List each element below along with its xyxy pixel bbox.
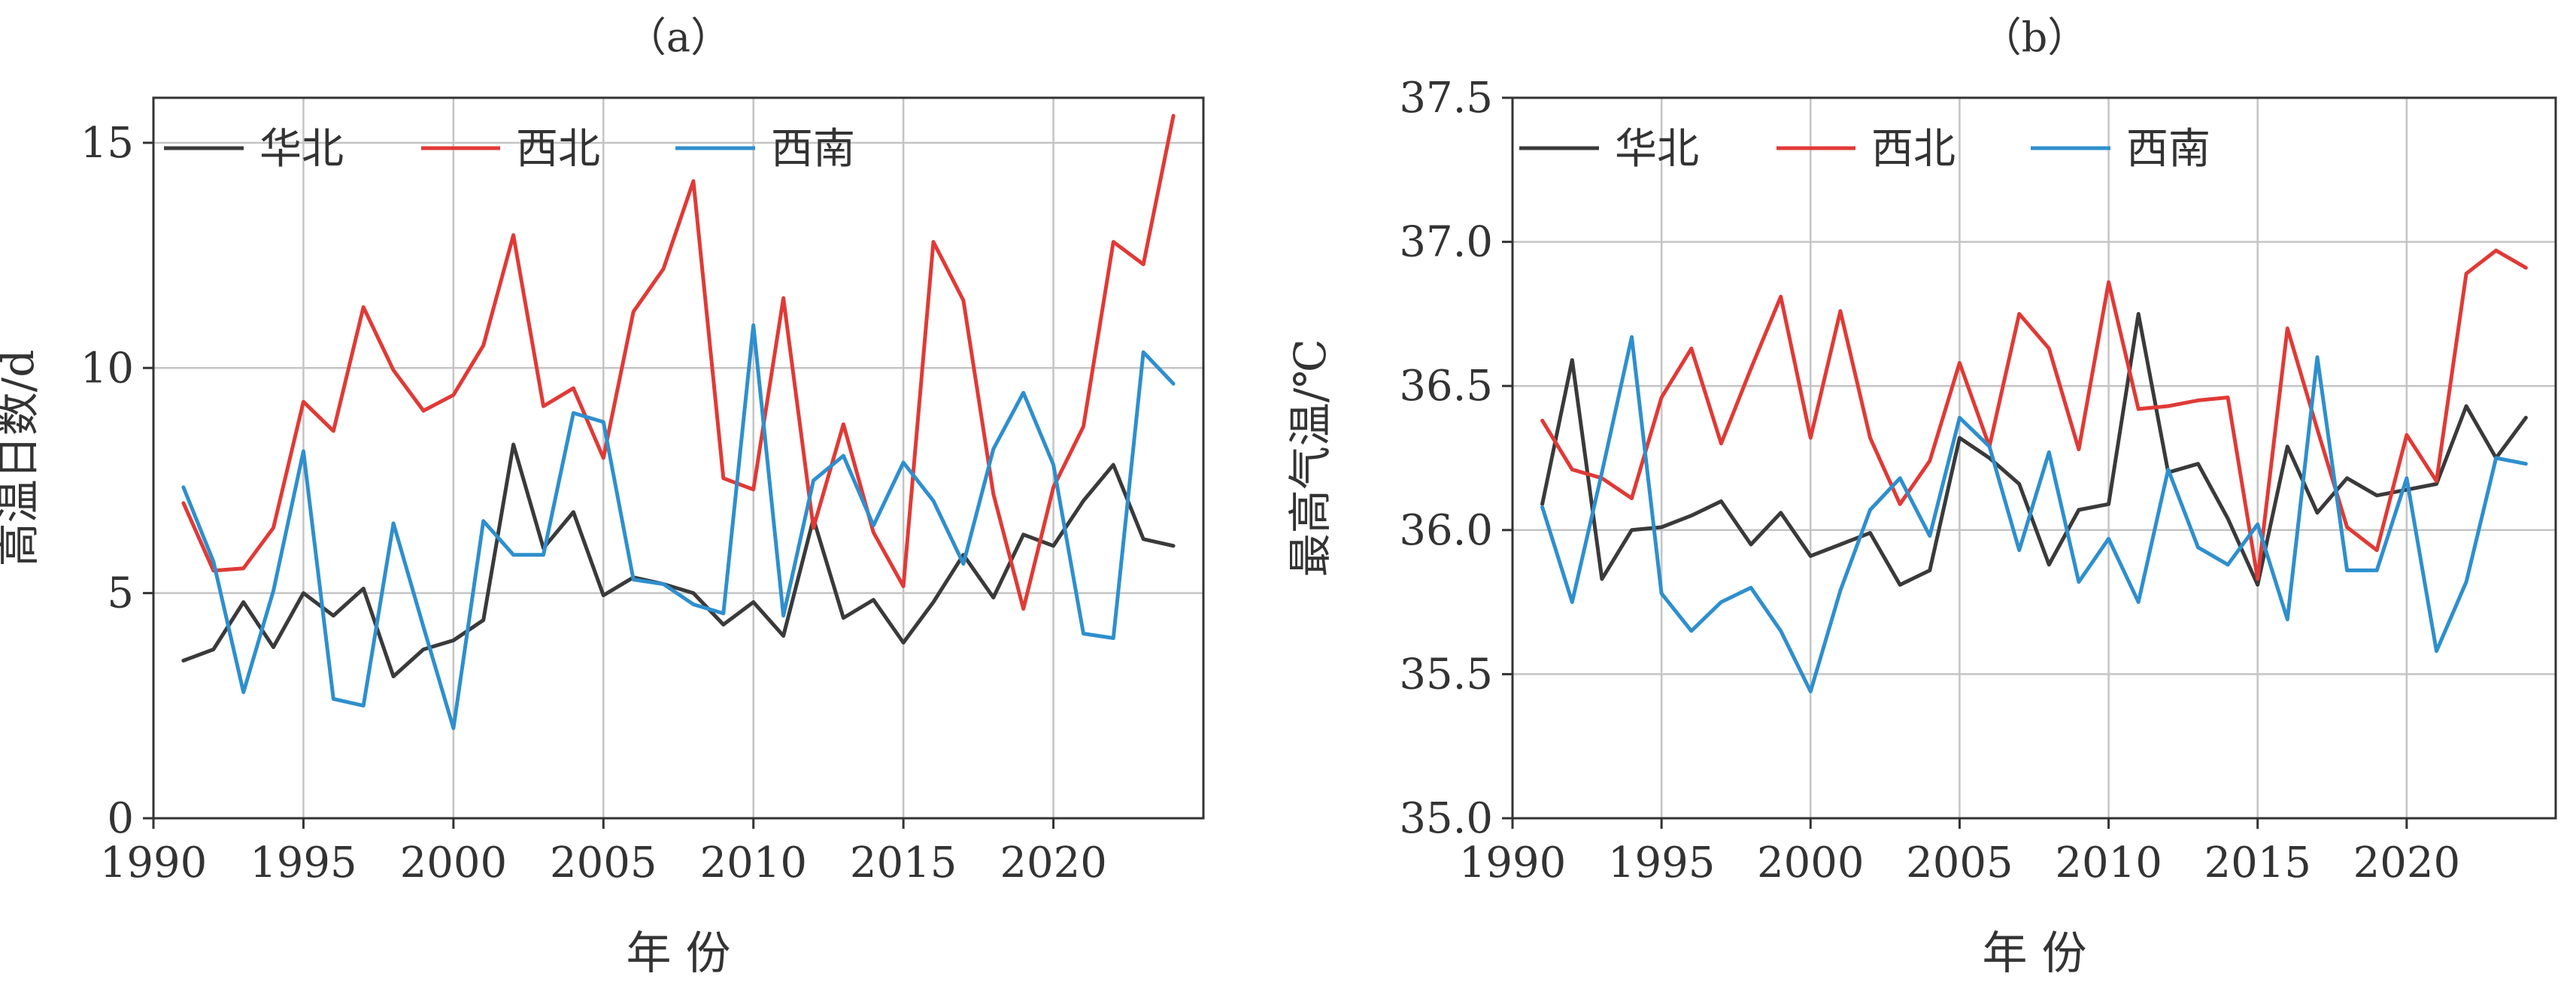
x-tick-label: 2015 — [2204, 839, 2311, 887]
legend-label: 华北 — [1615, 125, 1699, 174]
x-tick-label: 2010 — [2055, 839, 2162, 887]
y-axis-label: 高温日数/d — [0, 350, 44, 567]
y-tick-label: 37.5 — [1399, 74, 1493, 123]
y-tick-label: 35.5 — [1399, 650, 1493, 699]
y-tick-label: 36.5 — [1399, 362, 1493, 411]
chart-title: （b） — [1981, 14, 2089, 61]
x-tick-label: 1995 — [1608, 839, 1716, 887]
x-tick-label: 2015 — [850, 839, 957, 887]
series-line-1 — [181, 442, 1176, 678]
x-tick-label: 2000 — [400, 839, 508, 887]
chart-panel-b: 1990 1995 2000 2005 2010 2015 2020 35.0 35.5 36.0… — [1285, 14, 2557, 980]
legend-label: 西南 — [2126, 125, 2210, 174]
y-tick-label: 5 — [107, 569, 134, 618]
y-tick-label: 35.0 — [1399, 794, 1493, 843]
legend-label: 西北 — [516, 125, 600, 174]
x-tick-label: 2000 — [1757, 839, 1864, 887]
x-tick-label: 2010 — [699, 839, 807, 887]
x-tick-label: 1990 — [1459, 839, 1567, 887]
plot-frame — [1511, 96, 2557, 820]
x-tick-label: 1990 — [100, 839, 208, 887]
series-line-2 — [181, 114, 1176, 611]
series-line-3 — [1540, 335, 2528, 693]
y-axis-label: 最高气温/℃ — [1285, 339, 1336, 577]
y-tick-label: 15 — [80, 119, 134, 168]
series-line-1 — [1540, 311, 2528, 587]
legend-label: 西南 — [771, 125, 855, 174]
chart-panel-a: 1990 1995 2000 2005 2010 2015 2020 0 5 10 15 （a） 年 份… — [0, 14, 1205, 980]
series-line-2 — [1540, 248, 2528, 581]
x-axis-label: 年 份 — [1982, 927, 2086, 980]
legend: 华北 西北 西南 — [1519, 125, 2210, 174]
y-tick-label: 36.0 — [1399, 506, 1493, 555]
y-tick-label: 10 — [80, 344, 134, 393]
legend-label: 华北 — [259, 125, 344, 174]
x-tick-label: 2005 — [1906, 839, 2013, 887]
legend: 华北 西北 西南 — [164, 125, 855, 174]
y-tick-label: 0 — [107, 794, 134, 843]
chart-title: （a） — [626, 14, 731, 61]
x-tick-label: 2020 — [2353, 839, 2461, 887]
x-axis-label: 年 份 — [626, 927, 730, 980]
plot-frame — [152, 96, 1205, 820]
x-tick-label: 2005 — [550, 839, 657, 887]
legend-label: 西北 — [1871, 125, 1956, 174]
y-tick-label: 37.0 — [1399, 218, 1493, 267]
series-line-3 — [181, 323, 1176, 730]
x-tick-label: 2020 — [1000, 839, 1107, 887]
x-tick-label: 1995 — [250, 839, 357, 887]
